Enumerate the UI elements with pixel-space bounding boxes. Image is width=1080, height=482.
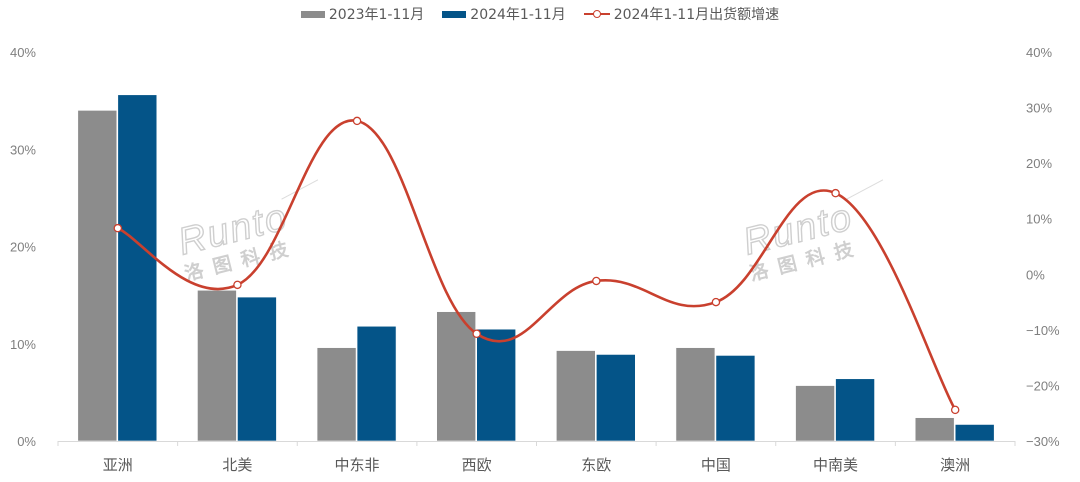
bar-2024 bbox=[715, 355, 756, 442]
bar-2024 bbox=[237, 296, 277, 442]
bar-series bbox=[77, 94, 995, 442]
bar-2024 bbox=[476, 328, 516, 442]
left-tick-label: 10% bbox=[10, 337, 36, 352]
category-label: 东欧 bbox=[581, 456, 611, 474]
category-label: 亚洲 bbox=[103, 456, 133, 474]
bar-2023 bbox=[556, 350, 596, 442]
bar-2024 bbox=[596, 354, 636, 442]
growth-marker bbox=[831, 188, 840, 198]
bar-2023 bbox=[675, 347, 716, 442]
category-label: 中国 bbox=[701, 456, 731, 474]
right-tick-label: −30% bbox=[1026, 434, 1060, 449]
category-label: 北美 bbox=[222, 456, 252, 474]
category-label: 西欧 bbox=[462, 456, 492, 474]
bar-2024 bbox=[835, 378, 875, 442]
legend-label-growth: 2024年1-11月出货额增速 bbox=[613, 7, 780, 23]
legend: 2023年1-11月 2024年1-11月 2024年1-11月出货额增速 bbox=[0, 4, 1080, 24]
legend-label-2024: 2024年1-11月 bbox=[470, 7, 566, 23]
left-tick-label: 40% bbox=[10, 45, 36, 60]
bar-2023 bbox=[914, 417, 955, 442]
legend-item-growth: 2024年1-11月出货额增速 bbox=[583, 4, 780, 24]
growth-marker bbox=[711, 297, 721, 307]
bar-2023 bbox=[436, 311, 476, 442]
right-tick-label: 40% bbox=[1026, 45, 1052, 60]
x-axis: 亚洲 北美 中东非 西欧 东欧 中国 中南美 澳洲 bbox=[57, 441, 1016, 474]
right-tick-label: −20% bbox=[1026, 378, 1060, 393]
right-tick-label: −10% bbox=[1026, 323, 1060, 338]
bar-2023 bbox=[77, 110, 118, 442]
legend-swatch-2023 bbox=[300, 10, 325, 18]
growth-marker bbox=[950, 405, 960, 415]
category-label: 澳洲 bbox=[940, 456, 970, 474]
bar-2024 bbox=[356, 325, 397, 442]
right-y-axis: −30% −20% −10% 0% 10% 20% 30% 40% bbox=[1026, 45, 1060, 449]
legend-item-2023: 2023年1-11月 bbox=[300, 4, 425, 24]
left-tick-label: 30% bbox=[10, 142, 36, 157]
legend-label-2023: 2023年1-11月 bbox=[328, 7, 425, 23]
category-label: 中南美 bbox=[813, 456, 858, 474]
legend-item-2024: 2024年1-11月 bbox=[442, 4, 566, 24]
bar-2023 bbox=[197, 289, 237, 442]
right-tick-label: 0% bbox=[1026, 267, 1045, 282]
right-tick-label: 10% bbox=[1026, 212, 1052, 227]
right-tick-label: 20% bbox=[1026, 156, 1052, 171]
category-label: 中东非 bbox=[335, 456, 380, 474]
bar-2023 bbox=[316, 347, 357, 442]
left-y-axis: 0% 10% 20% 30% 40% bbox=[10, 45, 36, 449]
growth-marker bbox=[113, 223, 123, 233]
left-tick-label: 0% bbox=[17, 434, 36, 449]
left-tick-label: 20% bbox=[10, 240, 36, 255]
bar-2024 bbox=[117, 94, 158, 442]
legend-swatch-2024 bbox=[442, 10, 467, 18]
bar-2023 bbox=[795, 385, 835, 442]
growth-marker bbox=[472, 329, 481, 338]
growth-marker bbox=[592, 276, 601, 286]
right-tick-label: 30% bbox=[1026, 101, 1052, 116]
legend-line-marker-icon bbox=[583, 9, 610, 19]
growth-marker bbox=[233, 280, 242, 290]
growth-marker bbox=[352, 116, 362, 126]
bar-2024 bbox=[954, 424, 995, 442]
growth-line-series bbox=[113, 116, 960, 415]
